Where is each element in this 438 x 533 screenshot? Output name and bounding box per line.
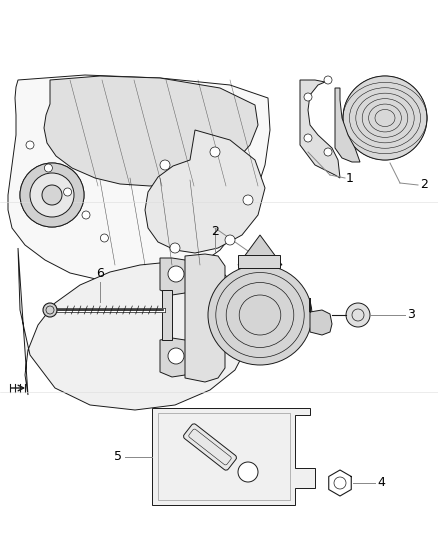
Polygon shape [185, 254, 225, 382]
Text: 4: 4 [377, 477, 385, 489]
Polygon shape [160, 258, 192, 295]
Circle shape [43, 303, 57, 317]
Circle shape [160, 160, 170, 170]
Circle shape [100, 234, 108, 242]
Polygon shape [238, 255, 280, 268]
Polygon shape [160, 338, 192, 377]
Circle shape [64, 188, 71, 196]
Polygon shape [152, 408, 315, 505]
Polygon shape [18, 248, 250, 410]
Circle shape [343, 76, 427, 160]
Circle shape [324, 76, 332, 84]
Circle shape [346, 303, 370, 327]
Polygon shape [44, 76, 258, 186]
Polygon shape [145, 130, 265, 253]
Circle shape [324, 148, 332, 156]
Polygon shape [335, 88, 360, 162]
Circle shape [30, 173, 74, 217]
Circle shape [82, 211, 90, 219]
Circle shape [238, 462, 258, 482]
Ellipse shape [208, 265, 312, 365]
FancyBboxPatch shape [184, 424, 237, 470]
Circle shape [225, 235, 235, 245]
Text: 5: 5 [114, 450, 122, 464]
Text: 2: 2 [420, 179, 428, 191]
Text: 6: 6 [96, 267, 104, 280]
Circle shape [210, 147, 220, 157]
Polygon shape [162, 290, 172, 340]
Circle shape [243, 195, 253, 205]
Polygon shape [8, 75, 270, 282]
Polygon shape [238, 235, 282, 265]
Circle shape [304, 134, 312, 142]
Polygon shape [300, 80, 340, 178]
Circle shape [42, 185, 62, 205]
Circle shape [26, 141, 34, 149]
Circle shape [168, 348, 184, 364]
Circle shape [44, 164, 53, 172]
Text: 1: 1 [346, 172, 354, 184]
Circle shape [170, 243, 180, 253]
Text: 2: 2 [211, 225, 219, 238]
Circle shape [304, 93, 312, 101]
Circle shape [168, 266, 184, 282]
Text: 3: 3 [407, 309, 415, 321]
Polygon shape [310, 298, 332, 335]
Circle shape [20, 163, 84, 227]
